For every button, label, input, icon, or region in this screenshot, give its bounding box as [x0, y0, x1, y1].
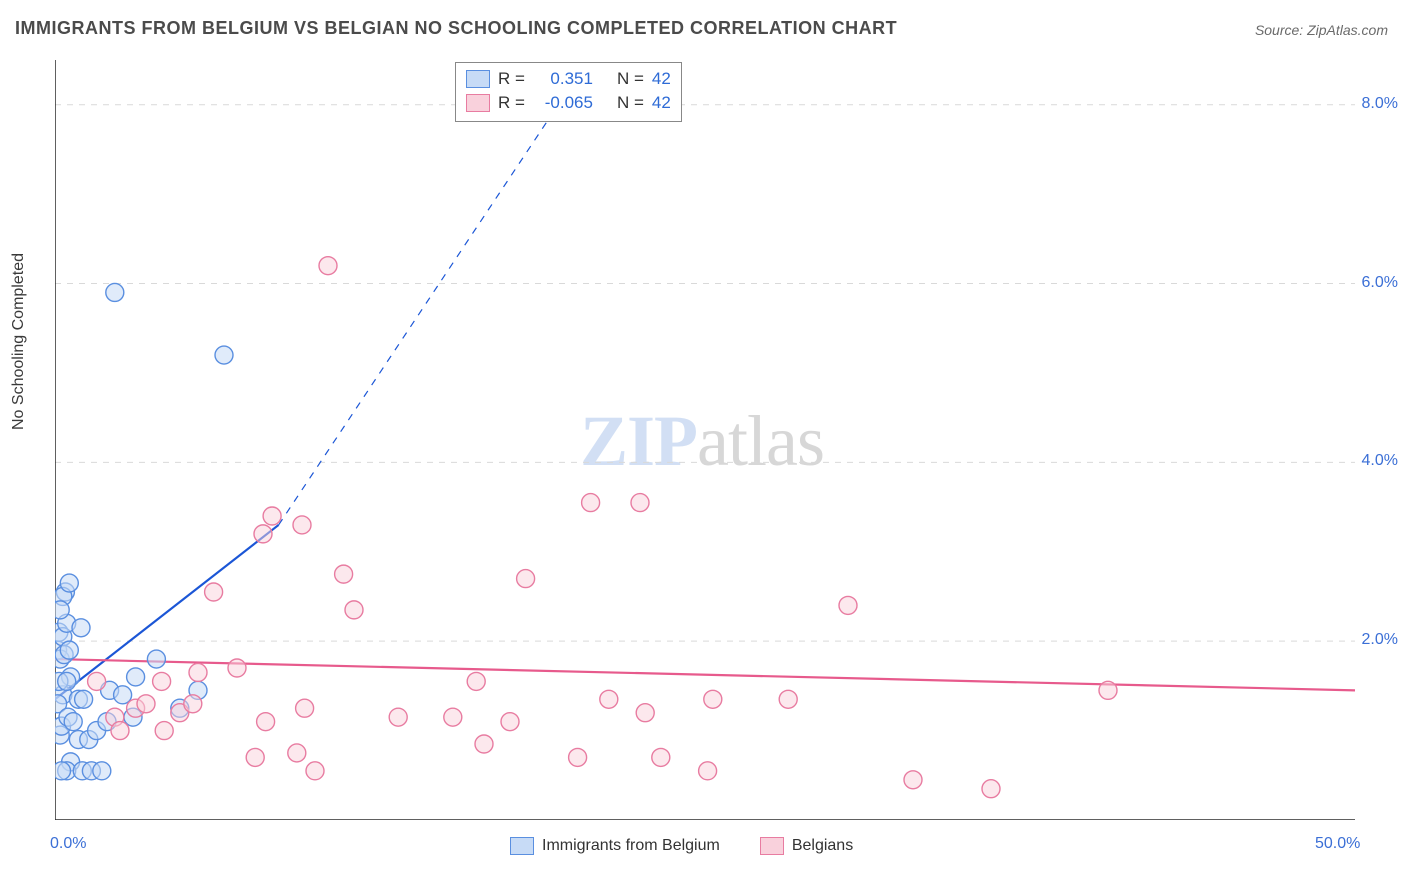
data-point — [319, 257, 337, 275]
data-point — [55, 601, 69, 619]
n-value: 42 — [652, 67, 671, 91]
data-point — [582, 494, 600, 512]
r-value: -0.065 — [533, 91, 593, 115]
data-point — [155, 722, 173, 740]
data-point — [228, 659, 246, 677]
data-point — [127, 668, 145, 686]
y-tick-label: 8.0% — [1362, 95, 1398, 113]
data-point — [263, 507, 281, 525]
data-point — [137, 695, 155, 713]
correlation-legend: R = 0.351 N = 42 R = -0.065 N = 42 — [455, 62, 682, 122]
data-point — [88, 672, 106, 690]
data-point — [345, 601, 363, 619]
y-tick-label: 6.0% — [1362, 274, 1398, 292]
data-point — [106, 283, 124, 301]
series-legend: Immigrants from Belgium Belgians — [510, 837, 853, 855]
data-point — [704, 690, 722, 708]
chart-title: IMMIGRANTS FROM BELGIUM VS BELGIAN NO SC… — [15, 18, 897, 39]
data-point — [517, 570, 535, 588]
data-point — [75, 690, 93, 708]
source-name: ZipAtlas.com — [1307, 22, 1388, 38]
data-point — [288, 744, 306, 762]
legend-swatch — [760, 837, 784, 855]
legend-label: Immigrants from Belgium — [542, 837, 720, 855]
y-tick-label: 4.0% — [1362, 452, 1398, 470]
legend-item: Immigrants from Belgium — [510, 837, 720, 855]
x-tick-label: 50.0% — [1315, 835, 1360, 853]
y-axis-label: No Schooling Completed — [10, 253, 28, 430]
x-tick-label: 0.0% — [50, 835, 86, 853]
data-point — [189, 663, 207, 681]
legend-row: R = 0.351 N = 42 — [466, 67, 671, 91]
r-value: 0.351 — [533, 67, 593, 91]
data-point — [1099, 681, 1117, 699]
data-point — [306, 762, 324, 780]
n-label: N = — [617, 67, 644, 91]
data-point — [699, 762, 717, 780]
legend-swatch — [466, 94, 490, 112]
data-point — [501, 713, 519, 731]
data-point — [631, 494, 649, 512]
data-point — [64, 713, 82, 731]
data-point — [257, 713, 275, 731]
data-point — [652, 748, 670, 766]
y-tick-label: 2.0% — [1362, 631, 1398, 649]
data-point — [600, 690, 618, 708]
data-point — [153, 672, 171, 690]
data-point — [389, 708, 407, 726]
chart-container: IMMIGRANTS FROM BELGIUM VS BELGIAN NO SC… — [0, 0, 1406, 892]
r-label: R = — [498, 91, 525, 115]
data-point — [335, 565, 353, 583]
scatter-plot — [55, 60, 1355, 820]
data-point — [904, 771, 922, 789]
legend-row: R = -0.065 N = 42 — [466, 91, 671, 115]
legend-swatch — [510, 837, 534, 855]
data-point — [111, 722, 129, 740]
data-point — [55, 762, 71, 780]
r-label: R = — [498, 67, 525, 91]
data-point — [114, 686, 132, 704]
data-point — [246, 748, 264, 766]
data-point — [569, 748, 587, 766]
data-point — [72, 619, 90, 637]
data-point — [254, 525, 272, 543]
data-point — [475, 735, 493, 753]
data-point — [296, 699, 314, 717]
data-point — [58, 672, 76, 690]
data-point — [467, 672, 485, 690]
n-value: 42 — [652, 91, 671, 115]
data-point — [205, 583, 223, 601]
data-point — [60, 574, 78, 592]
data-point — [779, 690, 797, 708]
data-point — [93, 762, 111, 780]
data-point — [636, 704, 654, 722]
n-label: N = — [617, 91, 644, 115]
legend-item: Belgians — [760, 837, 853, 855]
legend-label: Belgians — [792, 837, 853, 855]
data-point — [184, 695, 202, 713]
data-point — [147, 650, 165, 668]
data-point — [982, 780, 1000, 798]
source-prefix: Source: — [1255, 22, 1307, 38]
data-point — [839, 596, 857, 614]
data-point — [215, 346, 233, 364]
data-point — [60, 641, 78, 659]
data-point — [444, 708, 462, 726]
data-point — [293, 516, 311, 534]
source-attribution: Source: ZipAtlas.com — [1255, 22, 1388, 38]
legend-swatch — [466, 70, 490, 88]
